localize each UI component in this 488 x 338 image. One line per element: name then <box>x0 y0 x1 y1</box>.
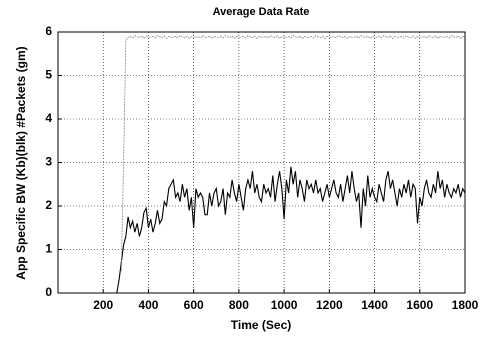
y-tick-label: 6 <box>45 24 52 38</box>
x-tick-label: 400 <box>138 298 158 312</box>
y-tick-label: 1 <box>45 242 52 256</box>
y-axis-label: App Specific BW (Kb)(blk) #Packets (gm) <box>14 46 28 279</box>
x-tick-label: 1600 <box>406 298 433 312</box>
line-series <box>116 166 466 294</box>
x-tick-label: 1400 <box>361 298 388 312</box>
x-tick-label: 600 <box>184 298 204 312</box>
y-tick-label: 4 <box>45 111 52 125</box>
y-tick-label: 2 <box>45 198 52 212</box>
y-tick-label: 0 <box>45 285 52 299</box>
x-axis-label: Time (Sec) <box>231 318 291 332</box>
x-tick-label: 1800 <box>452 298 479 312</box>
x-tick-label: 1200 <box>316 298 343 312</box>
x-tick-label: 1000 <box>271 298 298 312</box>
y-tick-label: 5 <box>45 68 52 82</box>
chart-title: Average Data Rate <box>213 6 310 18</box>
line-series <box>120 34 466 272</box>
y-tick-label: 3 <box>45 155 52 169</box>
x-tick-label: 200 <box>93 298 113 312</box>
x-tick-label: 800 <box>229 298 249 312</box>
